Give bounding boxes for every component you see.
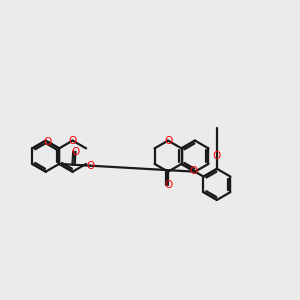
Text: O: O [164, 136, 172, 146]
Text: O: O [68, 136, 77, 146]
Text: O: O [190, 166, 198, 176]
Text: O: O [71, 147, 80, 157]
Text: O: O [213, 151, 221, 160]
Text: O: O [44, 137, 52, 147]
Text: O: O [86, 161, 94, 171]
Text: O: O [164, 180, 172, 190]
